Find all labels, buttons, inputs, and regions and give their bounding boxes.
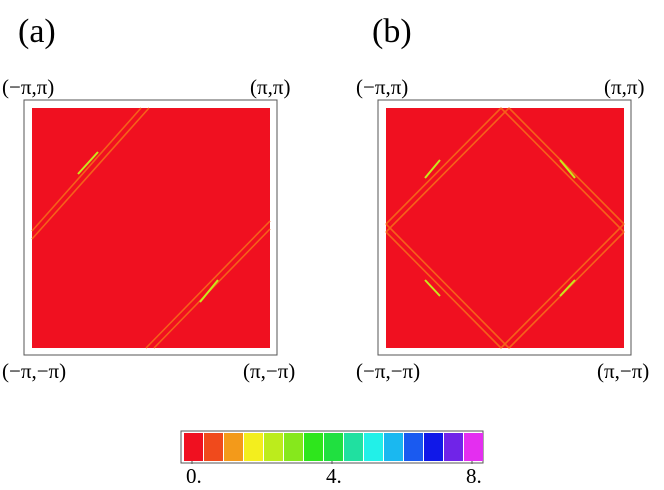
colorbar-swatch (364, 433, 383, 461)
corner-label: (−π,−π) (2, 359, 66, 383)
colorbar-swatch (264, 433, 283, 461)
feature-line (424, 159, 441, 179)
feature-line (559, 279, 576, 297)
colorbar-swatch (184, 433, 203, 461)
corner-label: (π,π) (250, 75, 290, 99)
feature-line (424, 279, 441, 297)
corner-label: (−π,π) (2, 75, 54, 99)
feature-line (385, 223, 510, 349)
colorbar-swatch (344, 433, 363, 461)
heatmap (32, 108, 270, 348)
corner-label: (π,−π) (597, 359, 649, 383)
feature-line (31, 107, 142, 232)
colorbar-tick-label: 0. (186, 464, 202, 488)
colorbar-swatch (444, 433, 463, 461)
feature-line (385, 231, 502, 349)
colorbar-swatch (324, 433, 343, 461)
corner-label: (−π,−π) (356, 359, 420, 383)
feature-line (199, 279, 219, 303)
feature-line (385, 107, 502, 225)
panel-label: (a) (18, 13, 56, 50)
colorbar-swatch (404, 433, 423, 461)
feature-line (145, 220, 271, 349)
colorbar-swatch (464, 433, 483, 461)
colorbar-swatch (244, 433, 263, 461)
colorbar-swatch (424, 433, 443, 461)
heatmap (386, 108, 624, 348)
colorbar-tick-label: 4. (326, 464, 342, 488)
feature-line (500, 107, 625, 233)
corner-label: (π,π) (604, 75, 644, 99)
feature-line (508, 107, 625, 225)
colorbar-tick-label: 8. (466, 464, 482, 488)
colorbar-swatch (224, 433, 243, 461)
colorbar-swatch (384, 433, 403, 461)
colorbar-swatch (204, 433, 223, 461)
panel-label: (b) (372, 13, 412, 50)
corner-label: (−π,π) (356, 75, 408, 99)
feature-line (559, 159, 576, 179)
colorbar-swatch (304, 433, 323, 461)
colorbar-swatch (284, 433, 303, 461)
feature-line (77, 151, 99, 175)
feature-line (500, 223, 625, 349)
feature-line (31, 107, 150, 240)
corner-label: (π,−π) (243, 359, 295, 383)
feature-line (385, 107, 510, 233)
